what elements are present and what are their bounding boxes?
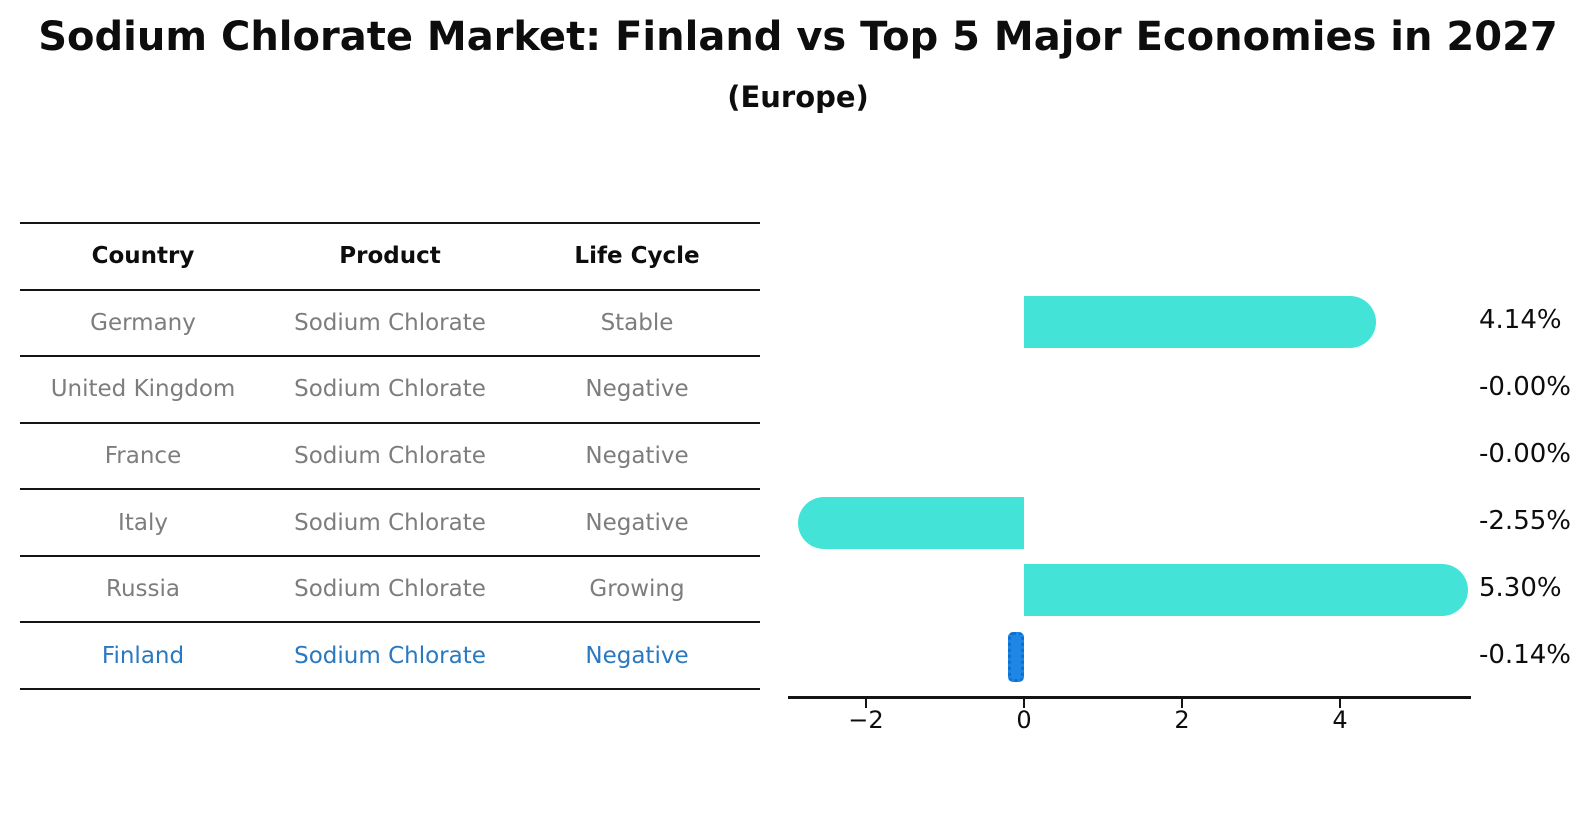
country-cell: Italy (118, 509, 168, 536)
bar-italy (797, 496, 1024, 549)
country-cell: Germany (90, 309, 196, 336)
bar-germany (1024, 296, 1377, 349)
country-cell: Finland (101, 642, 185, 669)
country-table: Country Product Life Cycle Germany Sodium… (20, 222, 760, 691)
table-row-italy: Italy Sodium Chlorate Negative (20, 488, 760, 555)
x-axis-tick (1023, 699, 1025, 708)
table-header-country: Country (91, 243, 195, 270)
table-row-united-kingdom: United Kingdom Sodium Chlorate Negative (20, 355, 760, 422)
life-cycle-cell: Negative (585, 443, 689, 470)
life-cycle-cell: Negative (585, 509, 689, 536)
product-cell: Sodium Chlorate (294, 642, 486, 669)
value-label: 5.30% (1479, 572, 1562, 603)
product-cell: Sodium Chlorate (294, 576, 486, 603)
life-cycle-cell: Stable (600, 309, 674, 336)
life-cycle-cell: Negative (585, 376, 689, 403)
x-axis-tick (865, 699, 867, 708)
x-axis-line (788, 696, 1471, 699)
table-header-row: Country Product Life Cycle (20, 222, 760, 289)
table-header-life-cycle: Life Cycle (574, 243, 700, 270)
table-row-finland: Finland Sodium Chlorate Negative (20, 621, 760, 691)
x-axis-tick (1339, 699, 1341, 708)
x-axis-tick-label: 0 (1016, 706, 1032, 734)
value-label: -0.00% (1479, 439, 1571, 470)
life-cycle-cell: Negative (585, 642, 689, 669)
product-cell: Sodium Chlorate (294, 509, 486, 536)
table-row-france: France Sodium Chlorate Negative (20, 421, 760, 489)
product-cell: Sodium Chlorate (294, 309, 486, 336)
chart-subtitle: (Europe) (727, 80, 869, 114)
highlight-bar-finland (1008, 631, 1024, 682)
life-cycle-cell: Growing (589, 576, 685, 603)
country-cell: Russia (106, 576, 180, 603)
chart-title: Sodium Chlorate Market: Finland vs Top 5… (38, 14, 1558, 60)
x-axis-tick-label: −2 (848, 706, 884, 734)
table-header-product: Product (339, 243, 441, 270)
country-cell: France (104, 443, 182, 470)
country-cell: United Kingdom (50, 376, 236, 403)
x-axis-tick (1181, 699, 1183, 708)
x-axis-tick-label: 4 (1332, 706, 1348, 734)
value-label: -0.14% (1479, 639, 1571, 670)
product-cell: Sodium Chlorate (294, 443, 486, 470)
bar-russia (1024, 563, 1468, 616)
value-label: 4.14% (1479, 305, 1562, 336)
table-row-russia: Russia Sodium Chlorate Growing (20, 554, 760, 622)
table-row-germany: Germany Sodium Chlorate Stable (20, 288, 760, 356)
value-label: -2.55% (1479, 505, 1571, 536)
product-cell: Sodium Chlorate (294, 376, 486, 403)
x-axis-tick-label: 2 (1174, 706, 1190, 734)
value-label: -0.00% (1479, 372, 1571, 403)
